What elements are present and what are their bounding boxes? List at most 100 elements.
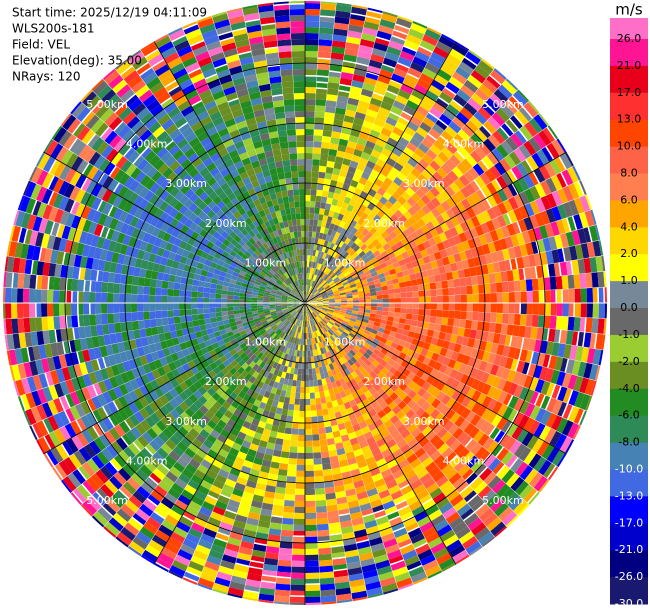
range-gate (354, 375, 362, 384)
range-gate (111, 252, 120, 264)
range-gate (233, 313, 241, 318)
range-gate (83, 291, 90, 303)
range-gate (287, 304, 294, 307)
range-gate (190, 522, 205, 534)
range-gate (294, 494, 305, 501)
range-gate (392, 261, 401, 269)
range-gate (447, 358, 457, 369)
range-gate (315, 256, 320, 264)
range-gate (314, 291, 320, 296)
range-gate (21, 394, 31, 410)
range-gate (435, 281, 443, 289)
range-gate (463, 268, 471, 278)
range-gate (119, 485, 133, 499)
range-gate (319, 278, 324, 285)
range-gate (162, 324, 171, 333)
range-gate (291, 349, 296, 356)
range-gate (528, 491, 540, 505)
range-gate (407, 371, 416, 381)
range-gate (406, 172, 418, 183)
range-gate (301, 326, 304, 333)
range-gate (513, 384, 524, 398)
range-gate (316, 409, 323, 417)
range-gate (30, 331, 39, 347)
range-gate (387, 239, 396, 248)
range-gate (322, 214, 329, 222)
range-gate (15, 379, 26, 396)
range-gate (579, 410, 587, 426)
range-gate (417, 257, 425, 266)
range-gate (419, 472, 432, 484)
range-gate (316, 301, 323, 303)
range-gate (441, 562, 456, 572)
range-gate (322, 303, 329, 306)
range-gate (429, 228, 439, 238)
range-gate (365, 525, 380, 535)
range-gate (341, 363, 348, 371)
range-gate (438, 364, 448, 374)
range-gate (103, 378, 114, 391)
range-gate (460, 407, 472, 420)
range-gate (139, 526, 155, 540)
range-gate (114, 454, 127, 468)
range-gate (546, 397, 558, 413)
range-gate (313, 380, 319, 387)
range-gate (528, 117, 543, 134)
range-gate (164, 542, 180, 555)
range-gate (331, 316, 338, 321)
range-gate (414, 163, 426, 174)
range-gate (317, 63, 330, 71)
range-gate (311, 274, 315, 281)
range-gate (249, 335, 257, 342)
range-gate (227, 314, 235, 320)
range-gate (521, 230, 531, 244)
range-gate (415, 369, 425, 378)
range-gate (523, 216, 534, 231)
range-gate (523, 417, 535, 432)
range-gate (343, 177, 353, 186)
range-gate (299, 404, 305, 411)
range-gate (28, 346, 36, 362)
range-gate (149, 439, 161, 452)
range-gate (281, 299, 288, 302)
range-gate (344, 285, 351, 290)
range-gate (393, 495, 406, 505)
range-gate (233, 563, 249, 573)
range-gate (353, 214, 361, 223)
range-gate (451, 326, 460, 336)
range-gate (313, 355, 318, 363)
range-gate (97, 270, 104, 282)
range-gate (143, 303, 150, 312)
range-gate (510, 133, 524, 148)
range-gate (305, 452, 314, 459)
range-gate (58, 460, 73, 476)
range-gate (496, 127, 509, 141)
range-gate (242, 596, 259, 602)
range-gate (373, 144, 384, 154)
range-gate (323, 284, 330, 289)
range-gate (258, 290, 265, 295)
range-gate (305, 93, 316, 100)
range-gate (215, 298, 222, 303)
range-gate (525, 279, 533, 292)
range-gate (389, 213, 399, 223)
range-gate (442, 295, 449, 303)
range-gate (143, 521, 158, 535)
range-gate (380, 250, 389, 258)
range-gate (351, 590, 368, 600)
range-gate (363, 390, 373, 399)
range-gate (251, 549, 266, 558)
range-gate (281, 295, 288, 299)
range-gate (347, 225, 354, 233)
range-gate (240, 369, 249, 378)
range-gate (493, 88, 509, 104)
range-gate (389, 330, 397, 338)
range-gate (358, 176, 368, 186)
range-gate (400, 292, 407, 298)
range-gate (377, 341, 386, 348)
range-gate (481, 395, 493, 408)
range-gate (416, 198, 427, 209)
range-gate (203, 424, 214, 435)
range-gate (402, 201, 412, 211)
range-gate (474, 129, 488, 143)
